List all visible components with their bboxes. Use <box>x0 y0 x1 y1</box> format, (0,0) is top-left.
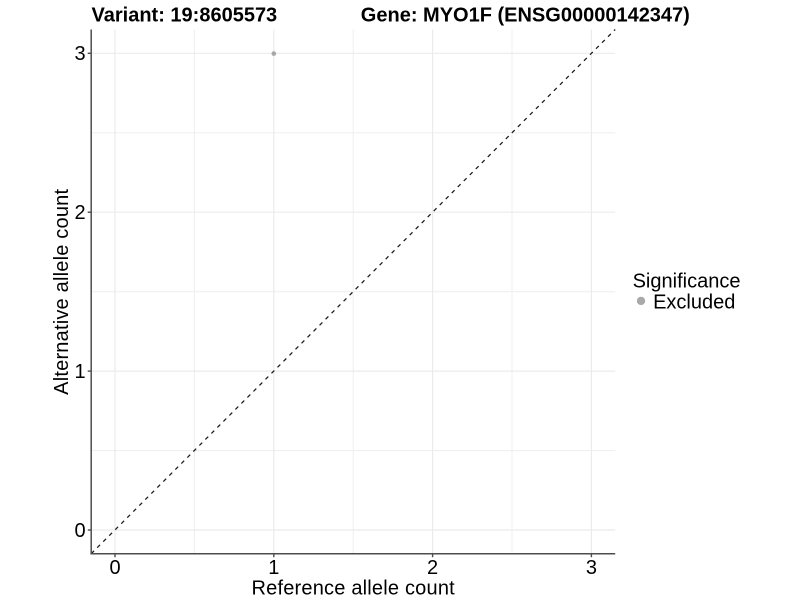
svg-text:2: 2 <box>427 557 438 579</box>
svg-text:0: 0 <box>74 520 85 542</box>
svg-text:Variant: 19:8605573: Variant: 19:8605573 <box>92 4 278 26</box>
svg-text:Gene: MYO1F (ENSG00000142347): Gene: MYO1F (ENSG00000142347) <box>361 4 690 26</box>
svg-text:1: 1 <box>268 557 279 579</box>
svg-text:Reference allele count: Reference allele count <box>251 577 455 599</box>
svg-text:3: 3 <box>586 557 597 579</box>
svg-text:Significance: Significance <box>633 271 741 293</box>
svg-text:0: 0 <box>109 557 120 579</box>
svg-text:3: 3 <box>74 43 85 65</box>
svg-text:1: 1 <box>74 361 85 383</box>
svg-text:Excluded: Excluded <box>653 292 735 314</box>
svg-text:2: 2 <box>74 202 85 224</box>
svg-text:Alternative allele count: Alternative allele count <box>51 189 73 395</box>
